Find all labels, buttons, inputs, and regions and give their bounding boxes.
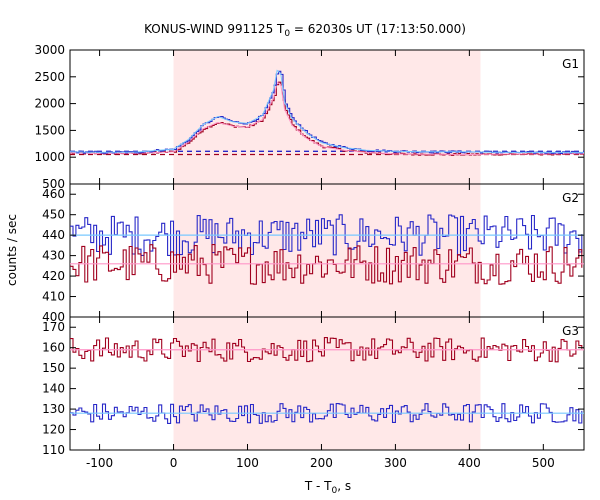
y-tick-label-g1: 2500 (34, 70, 65, 84)
series-g2-red (70, 244, 583, 285)
series-g3-blue (70, 403, 583, 424)
panel-label-g2: G2 (562, 191, 579, 205)
x-tick-label: 400 (458, 456, 481, 470)
y-tick-label-g1: 1000 (34, 150, 65, 164)
x-axis-label-rest: , s (337, 479, 351, 493)
shaded-interval-layer (173, 50, 481, 450)
chart-title-rest: = 62030s UT (17:13:50.000) (290, 22, 466, 36)
y-tick-label-g3: 170 (42, 320, 65, 334)
series-g3-red (70, 337, 583, 363)
y-tick-label-g3: 120 (42, 423, 65, 437)
axis-layer: 50010001500200025003000G1400410420430440… (34, 43, 584, 470)
y-axis-label: counts / sec (5, 214, 19, 286)
y-tick-label-g3: 130 (42, 402, 65, 416)
shaded-interval (173, 50, 481, 450)
x-tick-label: 500 (532, 456, 555, 470)
x-axis-label: T - T0, s (304, 479, 351, 496)
series-g2-blue (70, 214, 583, 256)
y-tick-label-g2: 420 (42, 269, 65, 283)
chart-title-subscript: 0 (284, 29, 290, 39)
y-tick-label-g1: 1500 (34, 123, 65, 137)
x-tick-label: 200 (310, 456, 333, 470)
y-tick-label-g1: 500 (42, 177, 65, 191)
x-axis-label-subscript: 0 (332, 486, 338, 496)
fit-g1-blue (69, 69, 584, 153)
y-tick-label-g3: 150 (42, 361, 65, 375)
x-tick-label: 300 (384, 456, 407, 470)
x-tick-label: 100 (236, 456, 259, 470)
x-tick-label: -100 (86, 456, 113, 470)
y-tick-label-g2: 410 (42, 290, 65, 304)
y-tick-label-g1: 3000 (34, 43, 65, 57)
y-tick-label-g2: 450 (42, 208, 65, 222)
x-tick-label: 0 (170, 456, 178, 470)
x-axis-label-main: T - T (304, 479, 332, 493)
y-tick-label-g3: 110 (42, 443, 65, 457)
panel-label-g3: G3 (562, 324, 579, 338)
panel-frame-g3 (69, 316, 585, 451)
series-layer (69, 69, 584, 424)
y-tick-label-g1: 2000 (34, 97, 65, 111)
chart-title-main: KONUS-WIND 991125 T (144, 22, 285, 36)
y-tick-label-g2: 400 (42, 310, 65, 324)
y-tick-label-g3: 160 (42, 341, 65, 355)
chart-title: KONUS-WIND 991125 T0 = 62030s UT (17:13:… (144, 22, 466, 39)
panel-frames (69, 49, 585, 451)
y-tick-label-g2: 440 (42, 228, 65, 242)
fit-g1-red (69, 81, 584, 155)
y-tick-label-g3: 140 (42, 382, 65, 396)
panel-label-g1: G1 (562, 57, 579, 71)
y-tick-label-g2: 460 (42, 187, 65, 201)
y-tick-label-g2: 430 (42, 249, 65, 263)
